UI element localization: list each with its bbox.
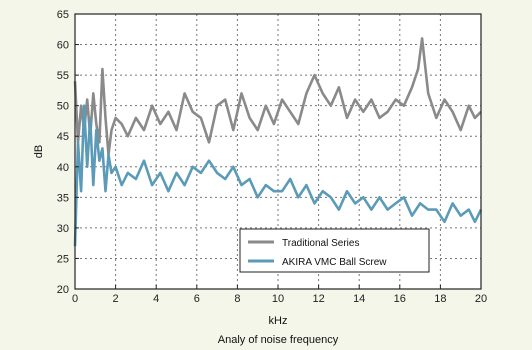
x-tick-label: 0	[72, 293, 78, 305]
x-tick-label: 4	[153, 293, 159, 305]
y-axis-label: dB	[33, 145, 45, 158]
y-tick-label: 20	[57, 284, 69, 296]
x-tick-label: 12	[312, 293, 324, 305]
x-tick-label: 8	[234, 293, 240, 305]
x-tick-label: 18	[434, 293, 446, 305]
y-tick-label: 65	[57, 9, 69, 21]
x-tick-label: 14	[353, 293, 365, 305]
legend-entry: Traditional Series	[282, 238, 359, 249]
y-tick-label: 30	[57, 223, 69, 235]
y-tick-label: 45	[57, 131, 69, 143]
x-axis-label: kHz	[269, 315, 288, 327]
x-tick-label: 10	[272, 293, 284, 305]
y-tick-label: 55	[57, 70, 69, 82]
x-tick-label: 20	[475, 293, 487, 305]
y-tick-label: 40	[57, 162, 69, 174]
legend-entry: AKIRA VMC Ball Screw	[282, 257, 387, 268]
series-line-traditional	[73, 37, 482, 156]
y-tick-label: 60	[57, 40, 69, 52]
legend-box	[239, 228, 430, 273]
chart-caption: Analy of noise frequency	[218, 334, 339, 346]
x-tick-label: 6	[194, 293, 200, 305]
x-tick-label: 16	[394, 293, 406, 305]
y-tick-label: 25	[57, 253, 69, 265]
x-tick-label: 2	[113, 293, 119, 305]
series-line-akira	[73, 104, 483, 247]
y-tick-label: 35	[57, 192, 69, 204]
y-tick-label: 50	[57, 101, 69, 113]
